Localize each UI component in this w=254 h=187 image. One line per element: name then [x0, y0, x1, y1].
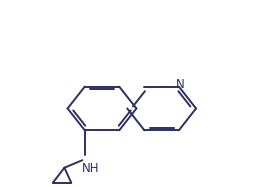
Text: NH: NH: [81, 162, 99, 175]
Text: N: N: [175, 78, 184, 91]
